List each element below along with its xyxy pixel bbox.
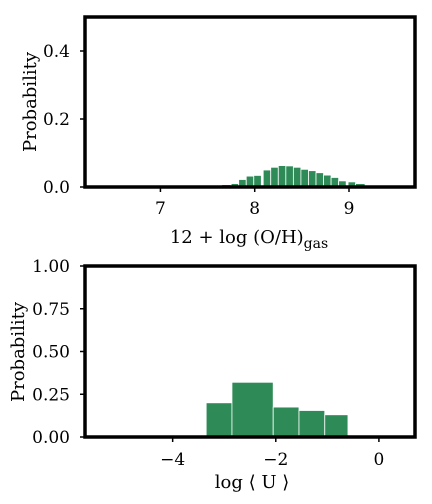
top-xlabel-subscript: gas [304,236,329,252]
top-bar [277,165,287,188]
top-bar [285,165,294,188]
top-bar [262,169,272,188]
bottom-ytick-label: 0.50 [32,343,70,363]
bottom-ytick-label: 0.25 [32,385,70,405]
top-bar [292,166,302,188]
top-bar [300,168,309,188]
top-bar [270,166,279,188]
top-ytick-label: 0.2 [43,110,70,130]
bottom-bar [324,414,349,438]
bottom-xtick-label: −2 [263,450,288,470]
bottom-xtick-label: 0 [373,450,384,470]
bottom-bar [205,402,233,438]
bottom-xtick-label: −4 [160,450,185,470]
top-xtick-label: 9 [344,199,355,219]
top-ytick-label: 0.4 [43,42,70,62]
bottom-bar [272,406,300,438]
bottom-bar [298,410,326,438]
bottom-ytick-label: 0.00 [32,428,70,448]
top-xtick-label: 8 [249,199,260,219]
top-ytick-label: 0.0 [43,178,70,198]
top-axes-frame [83,15,417,189]
bottom-chart: −4 −2 0 0.00 0.25 0.50 0.75 1.00 log ⟨ U ⟩ Probab… [8,257,417,493]
top-chart: 7 8 9 0.0 0.2 0.4 12 + log (O/H)gas Probability [20,15,417,252]
bottom-xlabel: log ⟨ U ⟩ [215,472,290,493]
top-xlabel: 12 + log (O/H)gas [170,227,328,252]
bottom-ylabel: Probability [8,301,29,402]
bottom-ytick-label: 1.00 [32,257,70,277]
bottom-bar [231,381,274,438]
top-bar [315,172,324,188]
top-xtick-label: 7 [155,199,166,219]
top-ylabel: Probability [20,51,41,152]
top-bar [308,170,317,188]
bottom-ytick-label: 0.75 [32,300,70,320]
top-bar [323,174,332,188]
